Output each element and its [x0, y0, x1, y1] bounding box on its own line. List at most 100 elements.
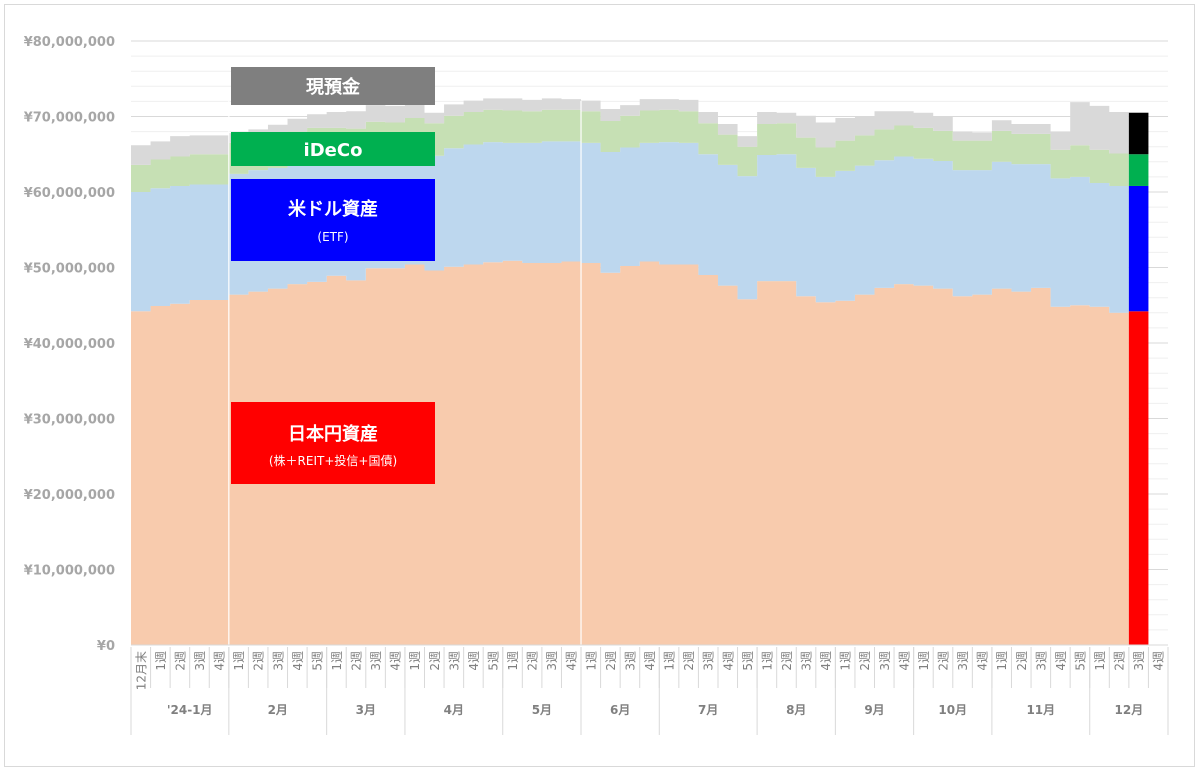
month-label: 9月 — [864, 703, 884, 717]
x-tick-label: 4週 — [819, 651, 833, 671]
x-axis: 12月末 1週 2週 3週 4週 1週 2週 3週 4週 5週 1週 2週 3週 4週 1週 2週 3週 4週 5週… — [130, 644, 1169, 735]
label-cash-text: 現預金 — [306, 76, 361, 98]
y-axis-tick-labels: ¥80,000,000 ¥70,000,000 ¥60,000,000 ¥50,000… — [24, 35, 115, 654]
label-usd-text: 米ドル資産 — [288, 198, 378, 220]
label-ideco-box — [231, 132, 435, 166]
x-tick-label: 1週 — [154, 651, 168, 671]
y-tick-label: ¥20,000,000 — [24, 488, 115, 503]
x-tick-label: 4週 — [643, 651, 657, 671]
label-jpy-box — [231, 402, 435, 484]
x-tick-label: 3週 — [1034, 651, 1048, 671]
x-tick-label: 3週 — [800, 651, 814, 671]
x-tick-label: 3週 — [193, 651, 207, 671]
stacked-area-chart: ¥80,000,000 ¥70,000,000 ¥60,000,000 ¥50,000… — [24, 35, 1169, 735]
y-tick-label: ¥0 — [97, 639, 115, 654]
y-tick-label: ¥30,000,000 — [24, 413, 115, 428]
x-tick-label: 1週 — [584, 651, 598, 671]
series-area-3 — [131, 109, 1129, 192]
series-area-1 — [131, 260, 1129, 645]
chart-frame: ¥80,000,000 ¥70,000,000 ¥60,000,000 ¥50,000… — [4, 4, 1195, 767]
label-cash: 現預金 — [231, 67, 435, 105]
x-tick-label: 1週 — [839, 651, 853, 671]
x-tick-label: 4週 — [976, 651, 990, 671]
x-tick-label: 3週 — [369, 651, 383, 671]
label-usd-subtext: (ETF) — [317, 230, 348, 244]
y-tick-label: ¥50,000,000 — [24, 262, 115, 277]
x-tick-label: 2週 — [526, 651, 540, 671]
current-bar-segment-2 — [1128, 185, 1149, 312]
label-cash-box — [231, 67, 435, 105]
x-tick-label: 3週 — [878, 651, 892, 671]
x-tick-label: 4週 — [213, 651, 227, 671]
y-tick-label: ¥80,000,000 — [24, 35, 115, 50]
x-tick-label: 2週 — [350, 651, 364, 671]
x-tick-label: 4週 — [897, 651, 911, 671]
x-tick-label: 3週 — [1132, 651, 1146, 671]
x-tick-label: 4週 — [291, 651, 305, 671]
current-bar-segment-4 — [1128, 112, 1149, 155]
y-tick-label: ¥10,000,000 — [24, 564, 115, 579]
month-label: 6月 — [610, 703, 630, 717]
y-tick-label: ¥70,000,000 — [24, 111, 115, 126]
month-label: 11月 — [1026, 703, 1055, 717]
x-tick-label: 1週 — [917, 651, 931, 671]
label-jpy-subtext: (株＋REIT+投信+国債) — [269, 453, 397, 468]
x-tick-label: 2週 — [604, 651, 618, 671]
label-usd: 米ドル資産 (ETF) — [231, 179, 435, 261]
x-tick-label: 4週 — [1054, 651, 1068, 671]
x-tick-label: 1週 — [995, 651, 1009, 671]
x-tick-label: 2週 — [936, 651, 950, 671]
month-label: 2月 — [268, 703, 288, 717]
x-tick-label: 5週 — [1073, 651, 1087, 671]
x-tick-label: 2週 — [682, 651, 696, 671]
series-area-4 — [131, 98, 1129, 165]
x-tick-label: 4週 — [721, 651, 735, 671]
month-label: 3月 — [356, 703, 376, 717]
x-tick-label: 3週 — [447, 651, 461, 671]
month-label: 4月 — [444, 703, 464, 717]
label-jpy: 日本円資産 (株＋REIT+投信+国債) — [231, 402, 435, 484]
x-tick-label: 3週 — [271, 651, 285, 671]
month-label: 8月 — [786, 703, 806, 717]
x-tick-label: 4週 — [389, 651, 403, 671]
x-tick-label: 2週 — [780, 651, 794, 671]
x-tick-label: 1週 — [506, 651, 520, 671]
x-tick-label: 3週 — [702, 651, 716, 671]
x-tick-label: 1週 — [663, 651, 677, 671]
x-tick-label: 3週 — [956, 651, 970, 671]
y-tick-label: ¥40,000,000 — [24, 337, 115, 352]
month-label: 5月 — [532, 703, 552, 717]
x-tick-label: 1週 — [1093, 651, 1107, 671]
x-tick-label: 5週 — [486, 651, 500, 671]
x-tick-label: 2週 — [173, 651, 187, 671]
vertical-markers — [228, 101, 582, 645]
x-tick-label: 2週 — [1113, 651, 1127, 671]
x-tick-label: 1週 — [408, 651, 422, 671]
x-tick-label: 12月末 — [134, 651, 148, 690]
month-label: 7月 — [698, 703, 718, 717]
x-tick-label: 4週 — [467, 651, 481, 671]
label-ideco: iDeCo — [231, 132, 435, 166]
x-tick-label: 2週 — [252, 651, 266, 671]
y-tick-label: ¥60,000,000 — [24, 186, 115, 201]
x-tick-label: 5週 — [741, 651, 755, 671]
x-tick-label: 2週 — [1015, 651, 1029, 671]
x-tick-label: 1週 — [232, 651, 246, 671]
x-tick-label: 3週 — [623, 651, 637, 671]
current-week-bar — [1128, 112, 1149, 645]
label-usd-box — [231, 179, 435, 261]
month-label: 10月 — [938, 703, 967, 717]
x-tick-label: 2週 — [428, 651, 442, 671]
x-tick-label: 4週 — [565, 651, 579, 671]
x-tick-label: 1週 — [760, 651, 774, 671]
x-tick-label: 5週 — [310, 651, 324, 671]
x-tick-label: 4週 — [1152, 651, 1166, 671]
x-tick-label: 3週 — [545, 651, 559, 671]
label-ideco-text: iDeCo — [304, 140, 363, 161]
current-bar-segment-1 — [1128, 311, 1149, 645]
month-label: 12月 — [1115, 703, 1144, 717]
x-tick-label: 1週 — [330, 651, 344, 671]
current-bar-segment-3 — [1128, 154, 1149, 186]
label-jpy-text: 日本円資産 — [288, 423, 378, 445]
x-tick-label: 2週 — [858, 651, 872, 671]
